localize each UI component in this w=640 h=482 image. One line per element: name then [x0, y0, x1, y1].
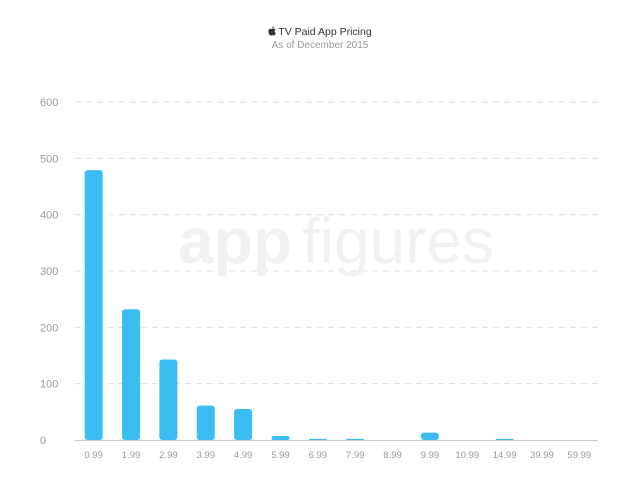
x-tick-label: 0.99 — [84, 450, 103, 461]
x-tick-label: 59.99 — [567, 450, 591, 461]
x-tick-label: 8.99 — [383, 450, 402, 461]
y-tick-label: 600 — [40, 97, 58, 109]
watermark-app: app — [178, 205, 292, 277]
chart-subtitle: As of December 2015 — [271, 40, 369, 51]
x-axis-ticks: 0.99 1.99 2.99 3.99 4.99 5.99 6.99 7.99 8.99 9.99… — [84, 450, 591, 461]
x-tick-label: 39.99 — [530, 450, 554, 461]
bar-4.99 — [234, 409, 253, 440]
watermark-figures: figures — [302, 205, 494, 277]
chart-title: TV Paid App Pricing — [0, 26, 640, 39]
bar-3.99 — [196, 405, 215, 440]
y-tick-label: 500 — [40, 153, 58, 165]
x-tick-label: 10.99 — [455, 450, 479, 461]
x-tick-label: 14.99 — [493, 450, 517, 461]
bar-14.99 — [495, 438, 514, 440]
x-tick-label: 9.99 — [421, 450, 440, 461]
bar-6.99 — [308, 438, 327, 440]
bar-9.99 — [420, 432, 439, 440]
y-tick-label: 400 — [40, 210, 58, 222]
x-tick-label: 7.99 — [346, 450, 365, 461]
apple-logo-icon — [268, 26, 277, 36]
bars — [84, 170, 514, 440]
bar-7.99 — [346, 438, 365, 440]
y-tick-label: 0 — [40, 435, 46, 447]
bar-1.99 — [122, 309, 141, 440]
x-tick-label: 1.99 — [122, 450, 141, 461]
y-tick-label: 200 — [40, 322, 58, 334]
x-tick-label: 4.99 — [234, 450, 253, 461]
y-axis-ticks: 0 100 200 300 400 500 600 — [40, 97, 58, 447]
bar-5.99 — [271, 436, 290, 440]
chart-header: TV Paid App Pricing As of December 2015 — [0, 26, 640, 52]
appfigures-watermark: app figures — [178, 205, 494, 277]
y-tick-label: 100 — [40, 379, 58, 391]
y-tick-label: 300 — [40, 266, 58, 278]
bar-2.99 — [159, 359, 178, 440]
x-tick-label: 6.99 — [309, 450, 328, 461]
chart-title-text: TV Paid App Pricing — [278, 26, 372, 38]
x-tick-label: 3.99 — [197, 450, 216, 461]
x-tick-label: 5.99 — [271, 450, 290, 461]
x-tick-label: 2.99 — [159, 450, 178, 461]
bar-0.99 — [84, 170, 103, 440]
